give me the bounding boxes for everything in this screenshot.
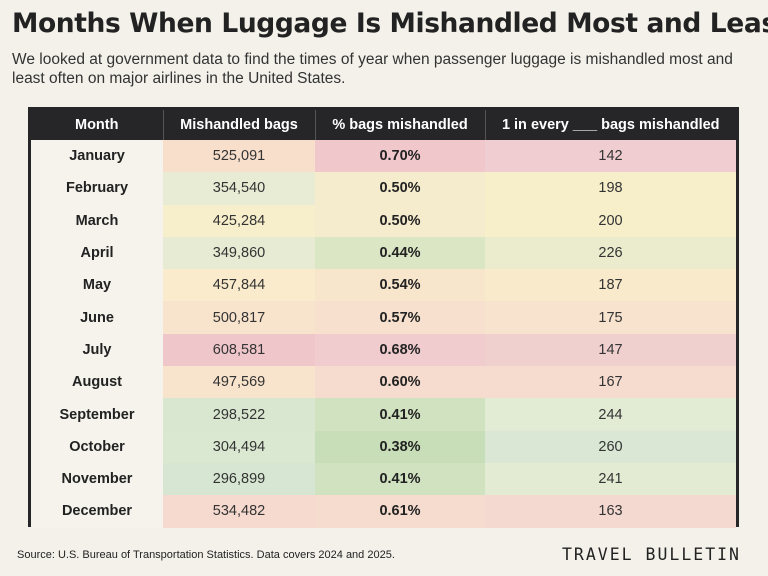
one-in-every-cell: 200 [485,204,736,237]
month-cell: April [31,236,163,270]
table-row: March 425,284 0.50% 200 [31,204,736,237]
percent-mishandled-cell: 0.44% [315,236,485,270]
mishandled-bags-cell: 500,817 [163,301,315,334]
one-in-every-cell: 147 [485,333,736,367]
percent-mishandled-cell: 0.60% [315,366,485,399]
table-header-row: Month Mishandled bags % bags mishandled … [31,110,736,140]
month-cell: August [31,366,163,399]
month-cell: June [31,301,163,334]
brand-logo: TRAVEL BULLETIN [561,545,741,564]
percent-mishandled-cell: 0.68% [315,333,485,367]
percent-mishandled-cell: 0.50% [315,204,485,237]
mishandled-bags-cell: 457,844 [163,269,315,302]
month-cell: February [31,172,163,205]
table-row: October 304,494 0.38% 260 [31,430,736,463]
month-cell: March [31,204,163,237]
percent-mishandled-cell: 0.61% [315,495,485,528]
percent-mishandled-cell: 0.57% [315,301,485,334]
table-row: December 534,482 0.61% 163 [31,495,736,528]
table-row: September 298,522 0.41% 244 [31,398,736,431]
one-in-every-cell: 142 [485,140,736,173]
mishandled-bags-cell: 349,860 [163,236,315,270]
table-row: January 525,091 0.70% 142 [31,140,736,173]
column-header-one-in-every: 1 in every ___ bags mishandled [485,110,736,140]
month-cell: July [31,333,163,367]
mishandled-bags-cell: 425,284 [163,204,315,237]
mishandled-bags-cell: 354,540 [163,172,315,205]
one-in-every-cell: 167 [485,366,736,399]
table-row: August 497,569 0.60% 167 [31,366,736,399]
month-cell: November [31,462,163,496]
percent-mishandled-cell: 0.54% [315,269,485,302]
percent-mishandled-cell: 0.50% [315,172,485,205]
one-in-every-cell: 260 [485,430,736,463]
table-row: June 500,817 0.57% 175 [31,301,736,334]
percent-mishandled-cell: 0.70% [315,140,485,173]
table-row: July 608,581 0.68% 147 [31,333,736,367]
one-in-every-cell: 163 [485,495,736,528]
month-cell: September [31,398,163,431]
column-header-month: Month [31,110,164,140]
table-body: January 525,091 0.70% 142 February 354,540 0.5… [31,140,736,528]
data-table-container: Month Mishandled bags % bags mishandled … [28,107,739,528]
mishandled-bags-cell: 608,581 [163,333,315,367]
one-in-every-cell: 241 [485,462,736,496]
percent-mishandled-cell: 0.38% [315,430,485,463]
one-in-every-cell: 187 [485,269,736,302]
percent-mishandled-cell: 0.41% [315,462,485,496]
mishandled-bags-cell: 525,091 [163,140,315,173]
table-row: November 296,899 0.41% 241 [31,462,736,496]
month-cell: January [31,140,163,173]
percent-mishandled-cell: 0.41% [315,398,485,431]
source-note: Source: U.S. Bureau of Transportation St… [17,549,395,561]
month-cell: October [31,430,163,463]
one-in-every-cell: 226 [485,236,736,270]
table-row: April 349,860 0.44% 226 [31,236,736,270]
one-in-every-cell: 244 [485,398,736,431]
mishandled-bags-cell: 497,569 [163,366,315,399]
one-in-every-cell: 198 [485,172,736,205]
mishandled-bags-cell: 304,494 [163,430,315,463]
month-cell: December [31,495,163,528]
column-header-mishandled-bags: Mishandled bags [163,110,316,140]
table-row: May 457,844 0.54% 187 [31,269,736,302]
one-in-every-cell: 175 [485,301,736,334]
page-title: Months When Luggage Is Mishandled Most a… [12,8,768,39]
table-row: February 354,540 0.50% 198 [31,172,736,205]
subtitle: We looked at government data to find the… [12,51,733,87]
mishandled-bags-cell: 298,522 [163,398,315,431]
data-table: Month Mishandled bags % bags mishandled … [31,110,736,528]
mishandled-bags-cell: 296,899 [163,462,315,496]
mishandled-bags-cell: 534,482 [163,495,315,528]
column-header-percent-mishandled: % bags mishandled [315,110,486,140]
month-cell: May [31,269,163,302]
